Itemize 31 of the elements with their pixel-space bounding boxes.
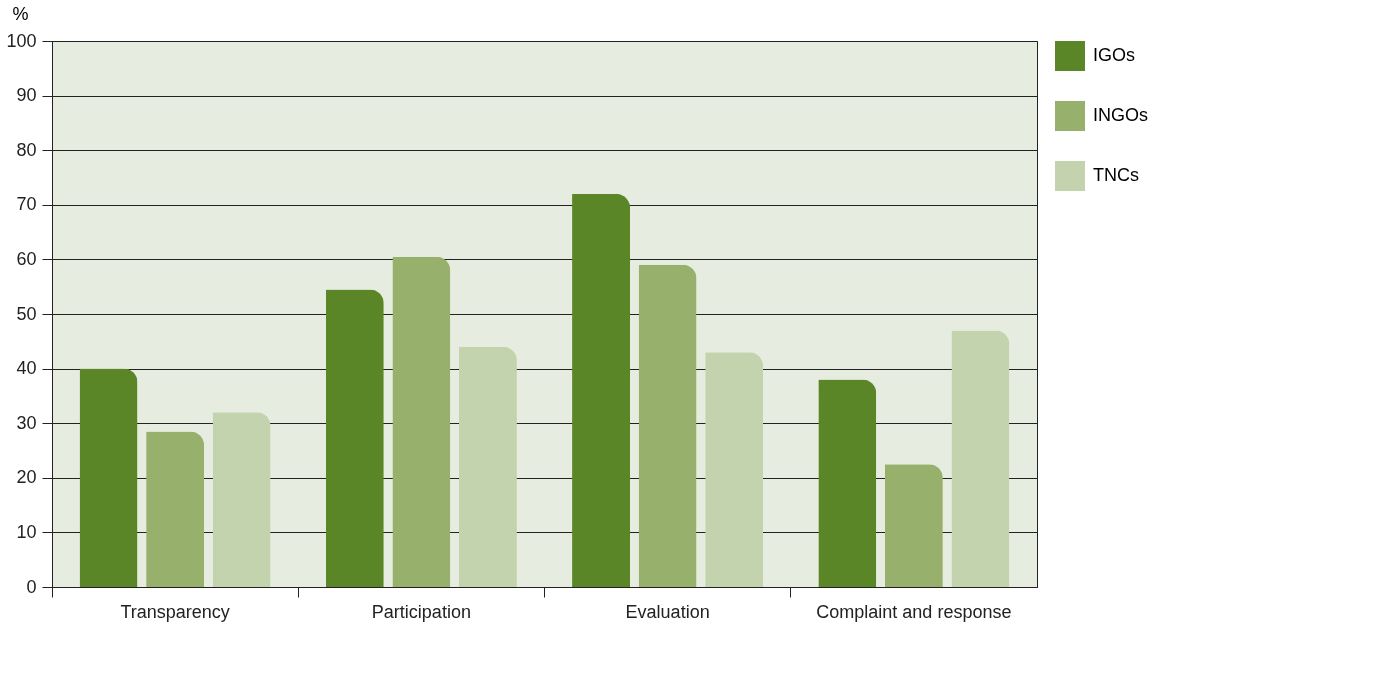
x-tick-label: Transparency xyxy=(120,601,230,622)
y-tick-label: 0 xyxy=(26,576,37,597)
bar xyxy=(392,256,451,587)
y-tick-label: 100 xyxy=(6,30,37,51)
y-tick-label: 10 xyxy=(16,521,37,542)
bar xyxy=(79,368,138,587)
bar xyxy=(818,379,877,587)
legend-label: TNCs xyxy=(1093,165,1139,185)
y-tick-label: 20 xyxy=(16,467,37,488)
x-tick-label: Evaluation xyxy=(625,601,710,622)
y-tick-label: 60 xyxy=(16,248,37,269)
bar xyxy=(705,352,764,587)
bar xyxy=(951,330,1010,587)
y-tick-label: 40 xyxy=(16,358,37,379)
bar xyxy=(638,264,697,587)
legend-label: IGOs xyxy=(1093,45,1136,65)
bar xyxy=(212,412,271,587)
bar xyxy=(572,193,631,587)
y-tick-label: 70 xyxy=(16,194,37,215)
y-tick-label: 80 xyxy=(16,139,37,160)
bar xyxy=(146,431,205,587)
legend-label: INGOs xyxy=(1093,105,1149,125)
bar xyxy=(325,289,384,587)
bar xyxy=(458,346,517,587)
y-tick-label: 90 xyxy=(16,85,37,106)
y-tick-label: 30 xyxy=(16,412,37,433)
bar xyxy=(884,464,943,587)
y-tick-label: 50 xyxy=(16,303,37,324)
x-tick-label: Complaint and response xyxy=(816,601,1012,622)
y-axis-title: % xyxy=(12,3,29,24)
x-tick-label: Participation xyxy=(371,601,471,622)
